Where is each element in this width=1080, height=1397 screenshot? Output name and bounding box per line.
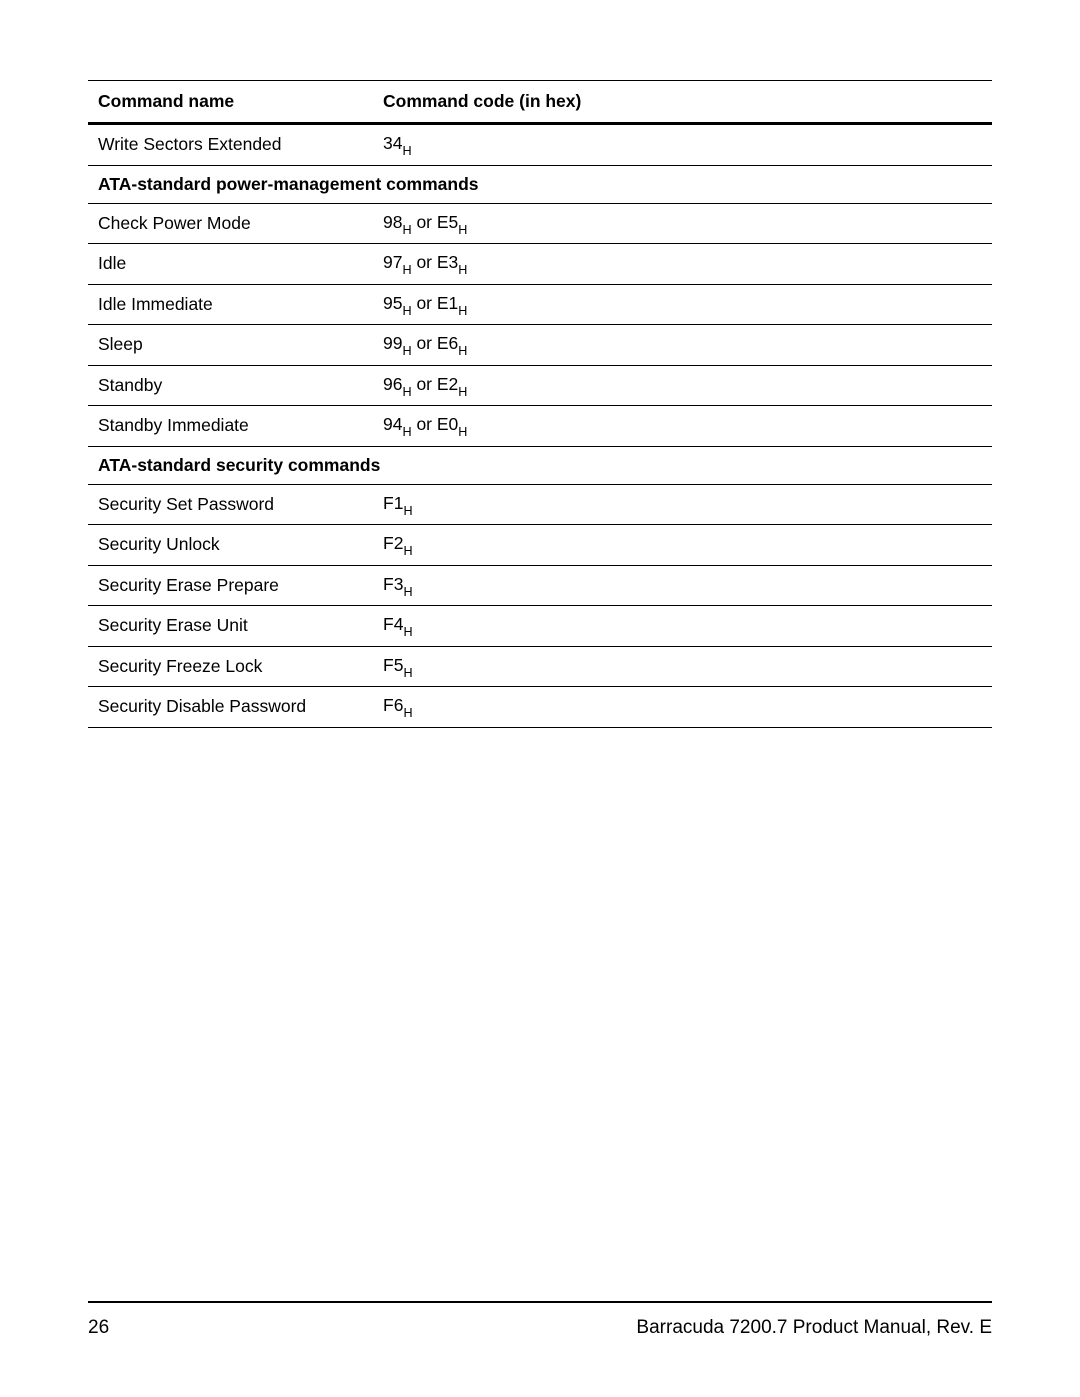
- command-code-cell: F6H: [373, 687, 992, 728]
- hex-subscript: H: [458, 304, 467, 318]
- command-name-cell: Sleep: [88, 325, 373, 366]
- table-header-row: Command name Command code (in hex): [88, 81, 992, 124]
- command-name-cell: Security Set Password: [88, 484, 373, 525]
- command-name-cell: Security Erase Unit: [88, 606, 373, 647]
- command-name-cell: Check Power Mode: [88, 203, 373, 244]
- table-body: Write Sectors Extended34HATA-standard po…: [88, 124, 992, 728]
- command-name-cell: Security Disable Password: [88, 687, 373, 728]
- page: Command name Command code (in hex) Write…: [0, 0, 1080, 728]
- command-name-cell: Idle Immediate: [88, 284, 373, 325]
- section-label: ATA-standard security commands: [88, 446, 992, 484]
- command-code-cell: F1H: [373, 484, 992, 525]
- table-row: Security Disable PasswordF6H: [88, 687, 992, 728]
- hex-subscript: H: [402, 344, 411, 358]
- hex-subscript: H: [458, 385, 467, 399]
- hex-subscript: H: [402, 425, 411, 439]
- table-row: Security Freeze LockF5H: [88, 646, 992, 687]
- table-head: Command name Command code (in hex): [88, 81, 992, 124]
- commands-table: Command name Command code (in hex) Write…: [88, 80, 992, 728]
- command-code-cell: 98H or E5H: [373, 203, 992, 244]
- section-row: ATA-standard security commands: [88, 446, 992, 484]
- section-label: ATA-standard power-management commands: [88, 165, 992, 203]
- hex-subscript: H: [403, 625, 412, 639]
- table-row: Standby Immediate94H or E0H: [88, 406, 992, 447]
- table-row: Check Power Mode98H or E5H: [88, 203, 992, 244]
- hex-subscript: H: [402, 263, 411, 277]
- hex-subscript: H: [402, 223, 411, 237]
- table-row: Security Set PasswordF1H: [88, 484, 992, 525]
- command-name-cell: Security Freeze Lock: [88, 646, 373, 687]
- command-code-cell: F2H: [373, 525, 992, 566]
- hex-subscript: H: [458, 425, 467, 439]
- table-row: Write Sectors Extended34H: [88, 124, 992, 166]
- command-name-cell: Write Sectors Extended: [88, 124, 373, 166]
- hex-subscript: H: [402, 385, 411, 399]
- header-command-code: Command code (in hex): [373, 81, 992, 124]
- hex-subscript: H: [458, 344, 467, 358]
- table-row: Standby96H or E2H: [88, 365, 992, 406]
- table-row: Sleep99H or E6H: [88, 325, 992, 366]
- hex-subscript: H: [458, 223, 467, 237]
- table-row: Idle97H or E3H: [88, 244, 992, 285]
- command-name-cell: Security Unlock: [88, 525, 373, 566]
- section-row: ATA-standard power-management commands: [88, 165, 992, 203]
- command-code-cell: 99H or E6H: [373, 325, 992, 366]
- command-name-cell: Standby Immediate: [88, 406, 373, 447]
- command-name-cell: Idle: [88, 244, 373, 285]
- command-code-cell: 96H or E2H: [373, 365, 992, 406]
- hex-subscript: H: [402, 304, 411, 318]
- page-footer: 26 Barracuda 7200.7 Product Manual, Rev.…: [88, 1301, 992, 1339]
- hex-subscript: H: [403, 706, 412, 720]
- command-code-cell: F4H: [373, 606, 992, 647]
- hex-subscript: H: [458, 263, 467, 277]
- command-code-cell: 95H or E1H: [373, 284, 992, 325]
- command-code-cell: 97H or E3H: [373, 244, 992, 285]
- hex-subscript: H: [403, 666, 412, 680]
- hex-subscript: H: [403, 544, 412, 558]
- command-code-cell: F5H: [373, 646, 992, 687]
- command-code-cell: 34H: [373, 124, 992, 166]
- footer-title: Barracuda 7200.7 Product Manual, Rev. E: [636, 1317, 992, 1339]
- table-row: Security Erase UnitF4H: [88, 606, 992, 647]
- table-row: Security UnlockF2H: [88, 525, 992, 566]
- table-row: Security Erase PrepareF3H: [88, 565, 992, 606]
- command-code-cell: F3H: [373, 565, 992, 606]
- command-name-cell: Security Erase Prepare: [88, 565, 373, 606]
- header-command-name: Command name: [88, 81, 373, 124]
- hex-subscript: H: [403, 585, 412, 599]
- command-code-cell: 94H or E0H: [373, 406, 992, 447]
- table-row: Idle Immediate95H or E1H: [88, 284, 992, 325]
- hex-subscript: H: [402, 144, 411, 158]
- command-name-cell: Standby: [88, 365, 373, 406]
- page-number: 26: [88, 1317, 109, 1339]
- hex-subscript: H: [403, 504, 412, 518]
